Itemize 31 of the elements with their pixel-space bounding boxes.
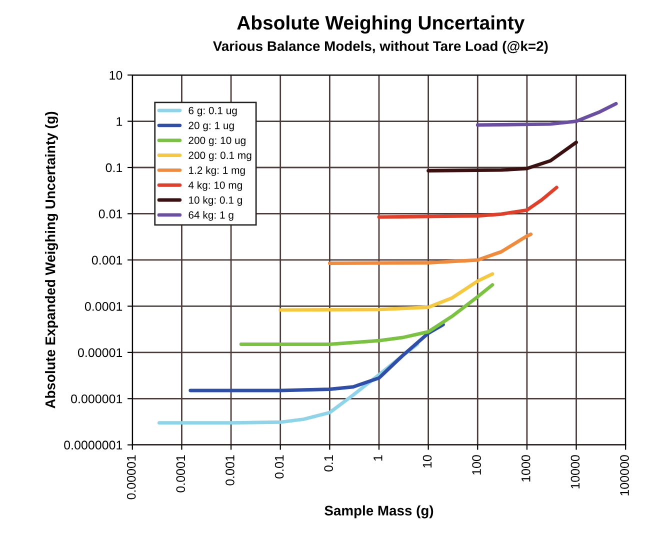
x-tick-label: 0.01 bbox=[274, 455, 284, 478]
legend-label: 10 kg: 0.1 g bbox=[189, 196, 242, 206]
y-tick-label: 0.0001 bbox=[84, 302, 122, 311]
y-tick-label: 0.000001 bbox=[71, 394, 122, 404]
legend-label: 200 g: 10 ug bbox=[188, 136, 246, 146]
x-tick-label: 10 bbox=[422, 455, 432, 468]
x-tick-label: 0.001 bbox=[226, 455, 234, 486]
x-tick-label: 10000 bbox=[570, 455, 580, 488]
y-tick-label: 0.0000001 bbox=[64, 440, 122, 450]
legend-label: 6 g: 0.1 ug bbox=[188, 106, 237, 116]
y-tick-label: 0.001 bbox=[92, 256, 122, 265]
y-tick-label: 0.00001 bbox=[78, 348, 122, 358]
x-tick-label: 0.1 bbox=[324, 455, 334, 472]
chart-subtitle: Various Balance Models, without Tare Load (@k=2) bbox=[213, 40, 548, 54]
x-tick-label: 1000 bbox=[521, 455, 530, 482]
legend-label: 64 kg: 1 g bbox=[188, 211, 234, 221]
legend-label: 4 kg: 10 mg bbox=[188, 181, 242, 191]
chart-title: Absolute Weighing Uncertainty bbox=[237, 15, 525, 34]
y-tick-label: 10 bbox=[110, 70, 122, 80]
y-tick-label: 0.01 bbox=[98, 210, 122, 218]
x-tick-label: 0.0001 bbox=[176, 455, 186, 492]
x-tick-label: 100 bbox=[472, 455, 481, 475]
y-axis-title: Absolute Expanded Weighing Uncertainty (g) bbox=[45, 112, 58, 408]
x-axis-title: Sample Mass (g) bbox=[324, 505, 434, 518]
y-tick-label: 0.1 bbox=[106, 163, 122, 172]
legend-label: 20 g: 1 ug bbox=[188, 122, 234, 132]
x-tick-label: 100000 bbox=[620, 455, 629, 496]
legend-label: 1.2 kg: 1 mg bbox=[189, 166, 245, 176]
x-tick-label: 1 bbox=[374, 455, 382, 461]
legend-label: 200 g: 0.1 mg bbox=[188, 152, 252, 162]
y-tick-label: 1 bbox=[116, 117, 122, 126]
